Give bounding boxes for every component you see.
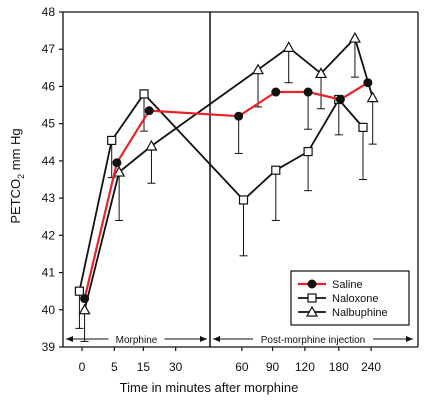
data-point-saline	[112, 158, 122, 168]
data-point-naloxone	[139, 89, 149, 99]
data-point-nalbuphine	[113, 165, 126, 177]
x-tick-label: 15	[137, 360, 151, 374]
data-point-nalbuphine	[282, 41, 295, 52]
data-point-nalbuphine	[252, 63, 265, 75]
annotation-arrowhead	[213, 336, 220, 342]
annotation-arrowhead	[200, 336, 207, 342]
legend-marker-saline	[307, 279, 317, 289]
y-tick-label: 46	[42, 79, 56, 93]
annotation-morphine-label: Morphine	[116, 335, 158, 346]
data-point-nalbuphine	[366, 91, 379, 103]
data-point-nalbuphine	[145, 139, 158, 151]
y-tick-label: 41	[42, 266, 56, 280]
y-tick-label: 43	[42, 191, 56, 205]
x-tick-label: 180	[329, 360, 349, 374]
annotation-arrowhead	[406, 336, 413, 342]
y-tick-label: 44	[42, 154, 56, 168]
series-line-saline	[83, 81, 369, 299]
data-point-naloxone	[107, 135, 117, 146]
x-axis-title: Time in minutes after morphine	[120, 380, 299, 395]
data-point-naloxone	[358, 122, 368, 132]
data-point-naloxone	[238, 195, 249, 205]
legend-marker-naloxone	[307, 293, 317, 303]
x-tick-label: 0	[79, 360, 86, 374]
legend-label-saline: Saline	[332, 279, 363, 291]
phase-annotations: Morphine Post-morphine injection	[66, 332, 413, 346]
data-point-naloxone	[271, 165, 281, 175]
series-nalbuphine	[78, 31, 379, 342]
data-point-saline	[271, 87, 281, 97]
y-tick-label: 47	[42, 42, 56, 56]
series-saline	[80, 78, 373, 304]
y-axis-title: PETCO2 mm Hg	[8, 128, 26, 223]
data-point-nalbuphine	[348, 31, 361, 43]
y-tick-label: 48	[42, 5, 56, 19]
y-axis-title-main: PETCO	[8, 179, 23, 224]
data-point-naloxone	[303, 146, 313, 157]
data-point-saline	[363, 78, 373, 88]
y-axis-title-subscript: 2	[16, 174, 26, 179]
y-axis-ticks: 39 40 41 42 43 44 45 46 47 48	[42, 5, 63, 354]
x-tick-label: 90	[266, 360, 280, 374]
data-point-nalbuphine	[315, 67, 328, 79]
x-tick-label: 30	[169, 360, 183, 374]
legend-label-nalbuphine: Nalbuphine	[332, 307, 388, 319]
data-point-naloxone	[74, 286, 85, 296]
legend-label-naloxone: Naloxone	[332, 293, 378, 305]
legend-marker-nalbuphine	[305, 305, 319, 317]
y-tick-label: 45	[42, 117, 56, 131]
annotation-label-bg	[253, 332, 373, 345]
data-point-nalbuphine	[78, 303, 91, 315]
y-tick-label: 42	[42, 228, 56, 242]
data-point-saline	[80, 294, 90, 304]
data-point-saline	[335, 94, 345, 104]
x-tick-label: 5	[111, 360, 118, 374]
data-point-saline	[303, 87, 313, 97]
x-tick-label: 240	[361, 360, 381, 374]
y-tick-label: 40	[42, 303, 56, 317]
series-line-naloxone	[78, 93, 364, 292]
legend: Saline Naloxone Nalbuphine	[290, 270, 410, 326]
annotation-post-label: Post-morphine injection	[261, 335, 366, 346]
data-point-saline	[234, 111, 244, 121]
annotation-arrowhead	[66, 336, 73, 342]
y-axis-title-unit: mm Hg	[8, 128, 23, 174]
x-axis-ticks: 0 5 15 30 60 90 120 180 240	[79, 347, 381, 374]
series-layer	[74, 31, 379, 342]
series-line-nalbuphine	[83, 37, 374, 311]
data-point-saline	[144, 106, 154, 116]
y-tick-label: 39	[42, 340, 56, 354]
annotation-label-bg	[108, 332, 165, 345]
x-tick-label: 60	[235, 360, 249, 374]
x-tick-label: 120	[295, 360, 315, 374]
